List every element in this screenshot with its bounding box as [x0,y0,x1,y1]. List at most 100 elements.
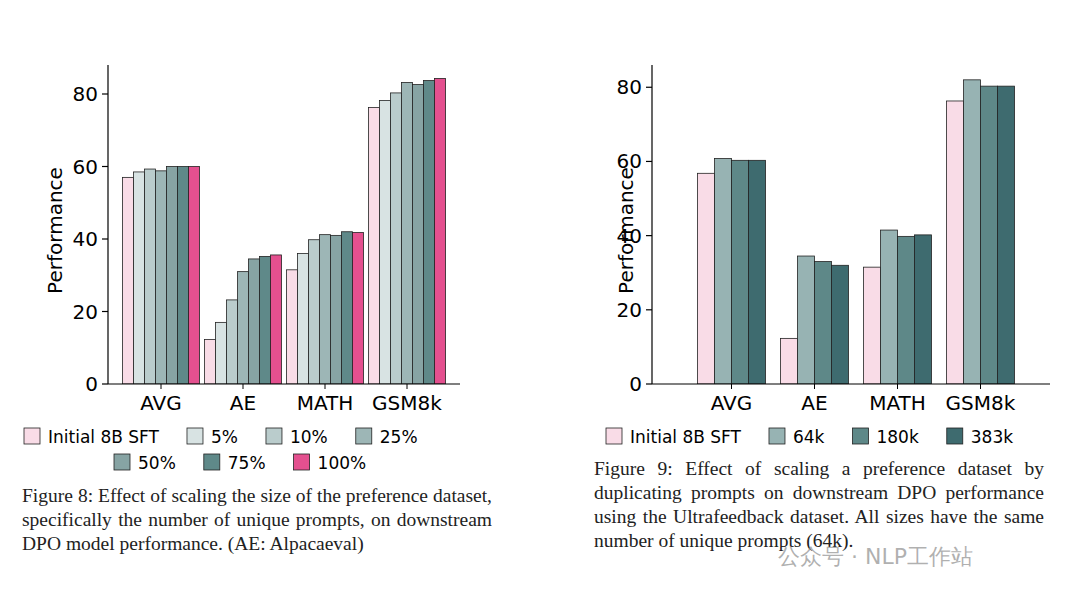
bar [238,272,249,384]
chart: 0 20 40 60 80 Performance AVG AE MATH GSM8k Initia… [24,65,460,473]
bar [167,167,178,385]
bar [413,85,424,384]
y-tick [646,309,652,310]
bar [309,240,320,384]
caption: Figure 9: Effect of scaling a preference… [594,457,1044,553]
bar [260,256,271,384]
y-axis [107,65,108,384]
bar [981,86,998,384]
legend-label: 50% [138,453,176,473]
x-tick [407,384,408,389]
legend: Initial 8B SFT5%10%25%50%75%100% [24,427,418,473]
bar [369,107,380,384]
y-tick [102,238,108,239]
bar [798,256,815,384]
x-tick [161,384,162,389]
bar [964,80,981,384]
y-tick [102,311,108,312]
x-tick-label: AVG [711,391,753,415]
bar [123,177,134,384]
legend-swatch [204,454,220,470]
bar [698,173,715,384]
bar [732,160,749,384]
y-tick [102,166,108,167]
legend: Initial 8B SFT 64k 180k 383k [606,427,1013,447]
x-tick [980,384,981,389]
bar [898,236,915,384]
y-tick-label: 20 [73,300,98,324]
legend-label: Initial 8B SFT [630,427,742,447]
caption: Figure 8: Effect of scaling the size of … [22,484,492,556]
legend-label: Initial 8B SFT [48,427,160,447]
bar [320,235,331,384]
bar [178,167,189,385]
legend-label: 180k [876,427,918,447]
legend-label: 10% [290,427,328,447]
bar [424,81,435,384]
bar [145,169,156,384]
legend-label: 383k [971,427,1013,447]
bar [353,232,364,384]
x-tick-label: GSM8k [946,391,1016,415]
x-tick [897,384,898,389]
y-tick-label: 80 [617,75,642,99]
x-tick-label: AVG [140,391,182,415]
bar [216,322,227,384]
bar [380,101,391,384]
legend-label: 5% [211,427,238,447]
legend-swatch [187,428,203,444]
y-tick-label: 80 [73,82,98,106]
y-tick-label: 0 [629,372,642,396]
bar [832,265,849,384]
x-tick [731,384,732,389]
legend-swatch [606,428,622,444]
chart: 020406080PerformanceAVGAEMATHGSM8kInitia… [606,65,1050,447]
x-tick [325,384,326,389]
bar [715,158,732,384]
bar [781,338,798,384]
legend-label: 100% [318,453,367,473]
watermark: 公众号 · NLP工作站 [778,542,973,572]
bar [342,232,353,384]
y-tick [646,235,652,236]
y-tick [102,93,108,94]
bar [881,230,898,384]
y-axis-label: Performance [614,167,638,294]
x-tick-label: MATH [297,391,354,415]
x-tick-label: GSM8k [372,391,442,415]
legend-label: 64k [793,427,825,447]
y-tick-label: 60 [73,155,98,179]
x-tick-label: AE [801,391,827,415]
legend-label: 75% [228,453,266,473]
legend-swatch [24,428,40,444]
x-tick [814,384,815,389]
bar [331,235,342,384]
legend-swatch [769,428,785,444]
legend-swatch [356,428,372,444]
bar [134,172,145,384]
bar [298,254,309,385]
y-tick [102,383,108,384]
legend-swatch [294,454,310,470]
bars [698,80,1015,384]
bar [402,82,413,384]
bar [205,339,216,384]
bar [249,259,260,384]
bar [915,235,932,384]
bar [189,167,200,385]
bar [749,160,766,384]
x-axis [652,383,1050,384]
y-axis-label: Performance [43,167,67,294]
x-tick-label: MATH [869,391,926,415]
y-tick [646,383,652,384]
bar [864,267,881,384]
y-tick-label: 0 [85,372,98,396]
y-tick-label: 20 [617,298,642,322]
legend-swatch [266,428,282,444]
bar [287,270,298,384]
bar [391,93,402,384]
legend-swatch [947,428,963,444]
y-tick [646,87,652,88]
y-tick-label: 40 [73,227,98,251]
x-tick-label: AE [230,391,256,415]
